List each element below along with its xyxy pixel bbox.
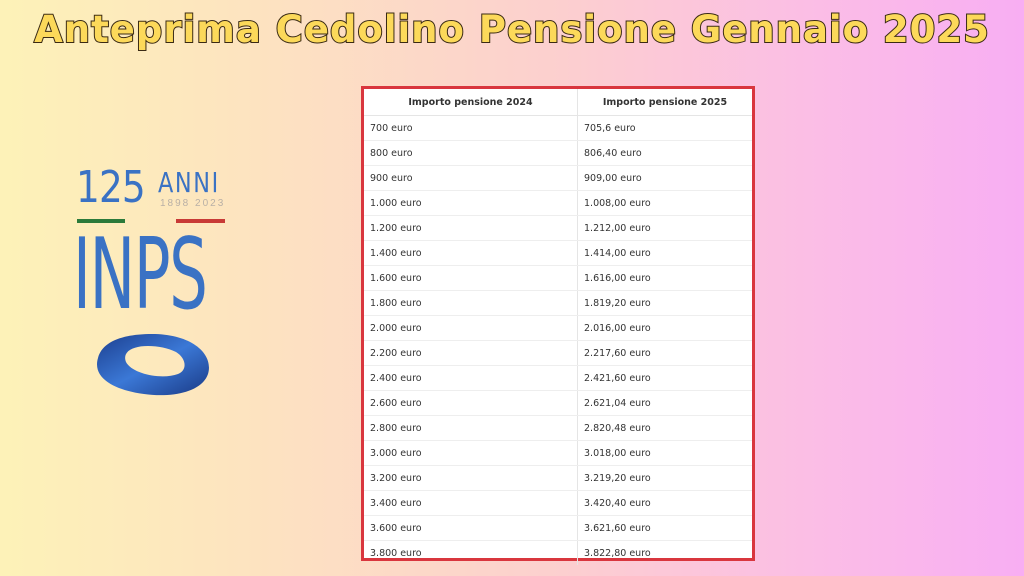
cell-2024: 800 euro: [364, 140, 578, 166]
cell-2025: 909,00 euro: [577, 165, 752, 191]
cell-2024: 1.800 euro: [364, 290, 578, 316]
inps-logo: 125 ANNI 1898 2023 INPS: [70, 160, 240, 410]
cell-2024: 1.400 euro: [364, 240, 578, 266]
table-row: 700 euro 705,6 euro: [364, 115, 752, 141]
cell-2025: 1.414,00 euro: [577, 240, 752, 266]
pension-table: Importo pensione 2024 Importo pensione 2…: [361, 86, 755, 565]
cell-2025: 705,6 euro: [577, 115, 752, 141]
cell-2024: 3.200 euro: [364, 465, 578, 491]
cell-2025: 3.822,80 euro: [584, 547, 651, 559]
red-stripe: [176, 219, 225, 223]
cell-2025: 2.016,00 euro: [577, 315, 752, 341]
cell-2025: 1.819,20 euro: [577, 290, 752, 316]
table-row: 1.200 euro 1.212,00 euro: [364, 215, 752, 241]
table-row: 2.400 euro 2.421,60 euro: [364, 365, 752, 391]
logo-years: 1898 2023: [160, 198, 226, 209]
cell-2024: 1.000 euro: [364, 190, 578, 216]
cell-2025: 2.621,04 euro: [577, 390, 752, 416]
column-header: Importo pensione 2024: [364, 89, 578, 116]
cell-2024: 3.600 euro: [364, 515, 578, 541]
page-title: Anteprima Cedolino Pensione Gennaio 2025: [33, 7, 990, 52]
cell-2024: 3.800 euro: [364, 540, 578, 565]
table-row: 800 euro 806,40 euro: [364, 140, 752, 166]
table-row: 1.400 euro 1.414,00 euro: [364, 240, 752, 266]
green-stripe: [77, 219, 125, 223]
table-row: 3.800 euro 3.822,80 euro: [364, 540, 752, 565]
cell-2024: 1.200 euro: [364, 215, 578, 241]
cell-2024: 1.600 euro: [364, 265, 578, 291]
cell-2024: 700 euro: [364, 115, 578, 141]
cell-2024: 2.400 euro: [364, 365, 578, 391]
cell-2024: 2.600 euro: [364, 390, 578, 416]
cell-2025: 3.018,00 euro: [577, 440, 752, 466]
cell-2024: 2.800 euro: [364, 415, 578, 441]
cell-2025: 1.008,00 euro: [577, 190, 752, 216]
cell-2024: 3.400 euro: [364, 490, 578, 516]
cell-2025: 3.621,60 euro: [577, 515, 752, 541]
table-row: 2.600 euro 2.621,04 euro: [364, 390, 752, 416]
cell-2025: 2.421,60 euro: [577, 365, 752, 391]
table-row: 2.200 euro 2.217,60 euro: [364, 340, 752, 366]
table-row: 3.600 euro 3.621,60 euro: [364, 515, 752, 541]
cell-2025: 2.820,48 euro: [577, 415, 752, 441]
logo-number: 125: [76, 162, 146, 213]
table-row: 1.800 euro 1.819,20 euro: [364, 290, 752, 316]
cell-2024: 900 euro: [364, 165, 578, 191]
cell-2024: 2.200 euro: [364, 340, 578, 366]
cell-2024: 2.000 euro: [364, 315, 578, 341]
cell-2024: 3.000 euro: [364, 440, 578, 466]
table-header-row: Importo pensione 2024 Importo pensione 2…: [364, 89, 752, 116]
logo-inps: INPS: [73, 218, 208, 332]
table-row: 1.600 euro 1.616,00 euro: [364, 265, 752, 291]
cell-2025: 806,40 euro: [577, 140, 752, 166]
cell-2025: 1.616,00 euro: [577, 265, 752, 291]
cell-2025: 3.219,20 euro: [577, 465, 752, 491]
table-row: 2.000 euro 2.016,00 euro: [364, 315, 752, 341]
cell-2025: 1.212,00 euro: [577, 215, 752, 241]
table-row: 1.000 euro 1.008,00 euro: [364, 190, 752, 216]
table-row: 3.200 euro 3.219,20 euro: [364, 465, 752, 491]
ring-icon: [97, 334, 209, 396]
logo-anni: ANNI: [158, 166, 220, 199]
table-row: 3.400 euro 3.420,40 euro: [364, 490, 752, 516]
table-row: 2.800 euro 2.820,48 euro: [364, 415, 752, 441]
cell-2025: 3.420,40 euro: [577, 490, 752, 516]
table-row: 900 euro 909,00 euro: [364, 165, 752, 191]
table-row: 3.000 euro 3.018,00 euro: [364, 440, 752, 466]
column-header: Importo pensione 2025: [577, 89, 752, 116]
cell-2025: 2.217,60 euro: [577, 340, 752, 366]
